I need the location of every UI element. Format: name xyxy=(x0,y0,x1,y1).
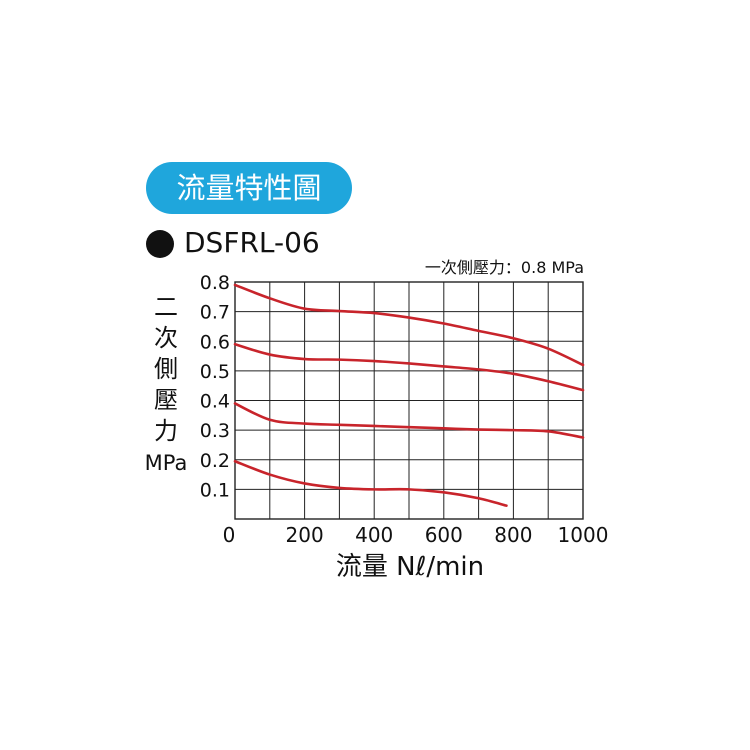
y-tick-label: 0.6 xyxy=(200,331,230,353)
y-axis-label-char: 次 xyxy=(154,324,178,352)
y-tick-label: 0.7 xyxy=(200,302,230,324)
x-tick-label: 600 xyxy=(425,523,463,547)
series-line-4 xyxy=(233,459,508,507)
series-line-3 xyxy=(233,402,585,439)
x-tick-label: 1000 xyxy=(558,523,609,547)
y-tick-label: 0.1 xyxy=(200,479,230,501)
x-axis-label: 流量 Nℓ/min xyxy=(335,552,485,582)
x-tick-label: 400 xyxy=(355,523,393,547)
chart-series xyxy=(233,283,585,507)
y-tick-label: 0.4 xyxy=(200,391,230,413)
y-axis-label-char: 壓 xyxy=(154,386,178,414)
y-axis-label-char: 二 xyxy=(154,293,178,321)
y-axis-label-char: 力 xyxy=(154,417,178,445)
x-tick-label: 200 xyxy=(286,523,324,547)
title-badge: 流量特性圖 xyxy=(146,162,352,214)
y-tick-label: 0.2 xyxy=(200,450,230,472)
y-tick-label: 0.8 xyxy=(200,272,230,294)
chart-title: 流量特性圖 xyxy=(176,171,322,205)
x-tick-label: 800 xyxy=(494,523,532,547)
chart-ticks: 0.1 0.2 0.3 0.4 0.5 0.6 0.7 0.8 0 200 400 600 800 100… xyxy=(200,272,609,547)
y-axis-label-char: 側 xyxy=(154,355,178,383)
chart-grid xyxy=(234,281,584,520)
y-tick-label: 0.3 xyxy=(200,420,230,442)
y-tick-label: 0.5 xyxy=(200,361,230,383)
condition-annotation: 一次側壓力：0.8 MPa xyxy=(424,258,584,277)
series-line-1 xyxy=(233,283,585,367)
y-axis-unit: MPa xyxy=(144,451,188,475)
series-line-2 xyxy=(233,342,585,392)
x-tick-label: 0 xyxy=(223,523,236,547)
y-axis-label: 二 次 側 壓 力 MPa xyxy=(140,292,192,477)
model-name: DSFRL-06 xyxy=(184,226,320,259)
bullet-dot-icon xyxy=(146,230,174,258)
